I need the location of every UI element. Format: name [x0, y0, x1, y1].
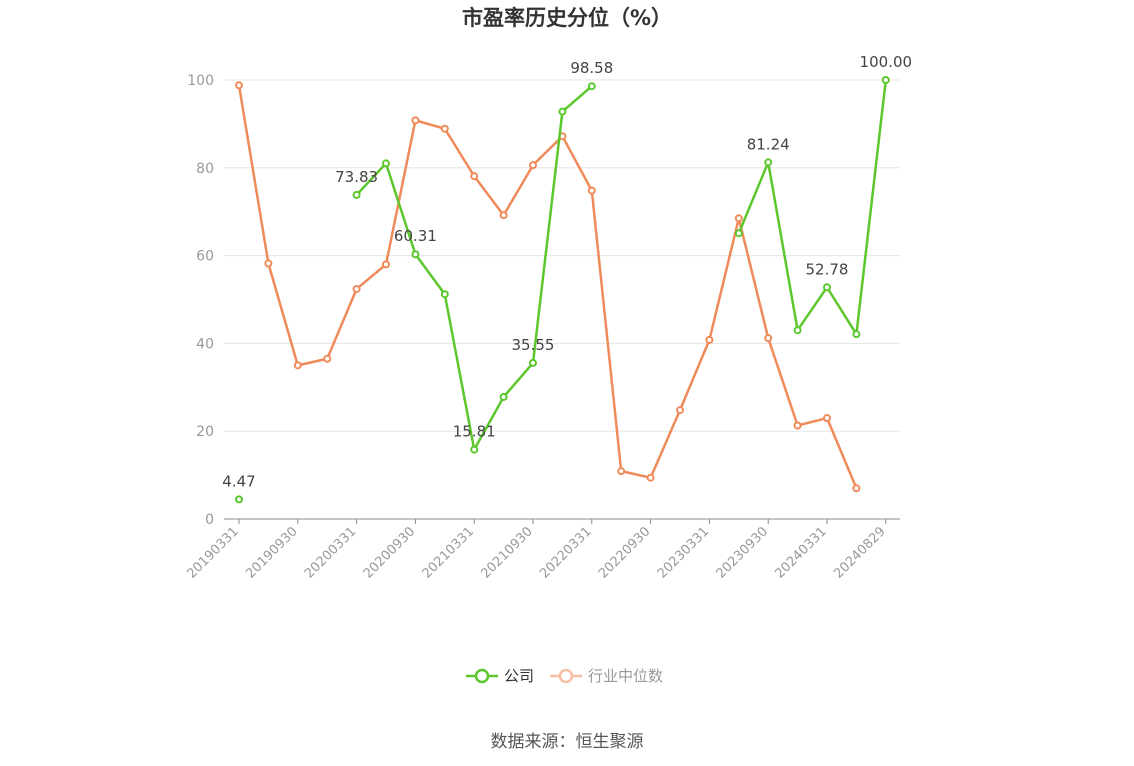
legend-label: 行业中位数 — [588, 667, 663, 685]
x-tick-label: 20240331 — [772, 524, 829, 581]
data-label: 98.58 — [570, 59, 613, 77]
data-point[interactable] — [587, 186, 596, 195]
x-tick-label: 20210930 — [478, 524, 535, 581]
series-layer — [235, 76, 890, 504]
data-point[interactable] — [411, 116, 420, 125]
data-point[interactable] — [382, 260, 390, 269]
data-labels: 4.47 73.83 60.31 15.81 35.55 98.58 81.24 52.78 1… — [222, 53, 912, 490]
series-line — [737, 79, 888, 336]
data-point[interactable] — [382, 159, 390, 168]
x-tick-label: 20210331 — [420, 524, 477, 581]
data-point[interactable] — [676, 406, 684, 415]
data-point[interactable] — [529, 358, 537, 367]
data-point[interactable] — [529, 161, 537, 170]
x-tick-label: 20190930 — [243, 524, 300, 581]
data-point[interactable] — [793, 326, 802, 335]
legend-marker-icon — [474, 668, 490, 684]
legend-item-industry[interactable]: 行业中位数 — [550, 667, 663, 685]
data-label: 73.83 — [335, 168, 378, 186]
x-tick-label: 20230930 — [714, 524, 771, 581]
data-point[interactable] — [440, 290, 449, 299]
data-point[interactable] — [646, 473, 655, 482]
legend-marker-icon — [558, 668, 574, 684]
data-point[interactable] — [734, 214, 743, 223]
data-point[interactable] — [823, 414, 831, 423]
x-tick-label: 20200930 — [361, 524, 418, 581]
grid-lines — [224, 79, 900, 432]
x-axis: 20190331 20190930 20200331 20200930 20210331… — [184, 518, 900, 582]
data-point[interactable] — [705, 335, 714, 344]
data-point[interactable] — [235, 81, 243, 90]
x-tick-label: 20220930 — [596, 524, 653, 581]
data-point[interactable] — [470, 445, 479, 454]
data-label: 60.31 — [394, 227, 437, 245]
x-tick-label: 20190331 — [184, 524, 241, 581]
y-tick-label: 100 — [187, 73, 214, 89]
data-point[interactable] — [293, 361, 302, 370]
data-point[interactable] — [470, 172, 479, 181]
data-point[interactable] — [617, 467, 626, 476]
data-point[interactable] — [881, 76, 890, 84]
x-tick-label: 20220331 — [537, 524, 594, 581]
data-point[interactable] — [235, 495, 243, 504]
chart-title: 市盈率历史分位（%） — [462, 6, 672, 30]
x-tick-label: 20240829 — [831, 524, 888, 581]
data-point[interactable] — [440, 124, 449, 133]
data-point[interactable] — [558, 107, 567, 116]
data-point[interactable] — [499, 211, 508, 220]
legend-item-company[interactable]: 公司 — [466, 667, 534, 685]
series-line — [237, 85, 858, 489]
y-tick-label: 60 — [196, 249, 214, 265]
data-label: 81.24 — [747, 135, 790, 153]
data-label: 15.81 — [453, 423, 496, 441]
data-label: 52.78 — [806, 260, 849, 278]
data-point[interactable] — [734, 229, 743, 238]
data-label: 100.00 — [860, 53, 913, 71]
source-text: 数据来源：恒生聚源 — [491, 732, 644, 752]
data-point[interactable] — [587, 82, 596, 91]
data-point[interactable] — [764, 158, 773, 167]
data-point[interactable] — [793, 421, 802, 430]
x-tick-label: 20200331 — [302, 524, 359, 581]
legend-label: 公司 — [504, 667, 534, 685]
data-point[interactable] — [852, 330, 861, 339]
data-point[interactable] — [323, 354, 332, 363]
data-point[interactable] — [352, 190, 361, 199]
x-tick-label: 20230331 — [655, 524, 712, 581]
y-tick-label: 0 — [205, 512, 214, 528]
data-point[interactable] — [852, 484, 861, 493]
series-1 — [235, 81, 861, 493]
y-tick-label: 80 — [196, 161, 214, 177]
y-tick-label: 20 — [196, 424, 214, 440]
series-0 — [235, 76, 890, 504]
data-point[interactable] — [352, 284, 361, 293]
y-tick-label: 40 — [196, 336, 214, 352]
data-point[interactable] — [411, 250, 420, 259]
data-label: 4.47 — [222, 472, 255, 490]
legend[interactable]: 公司 行业中位数 — [466, 667, 663, 685]
data-point[interactable] — [823, 283, 831, 292]
data-point[interactable] — [499, 392, 508, 401]
data-label: 35.55 — [512, 336, 555, 354]
y-axis: 0 20 40 60 80 100 — [187, 73, 214, 528]
data-point[interactable] — [764, 334, 773, 343]
data-point[interactable] — [264, 259, 273, 268]
